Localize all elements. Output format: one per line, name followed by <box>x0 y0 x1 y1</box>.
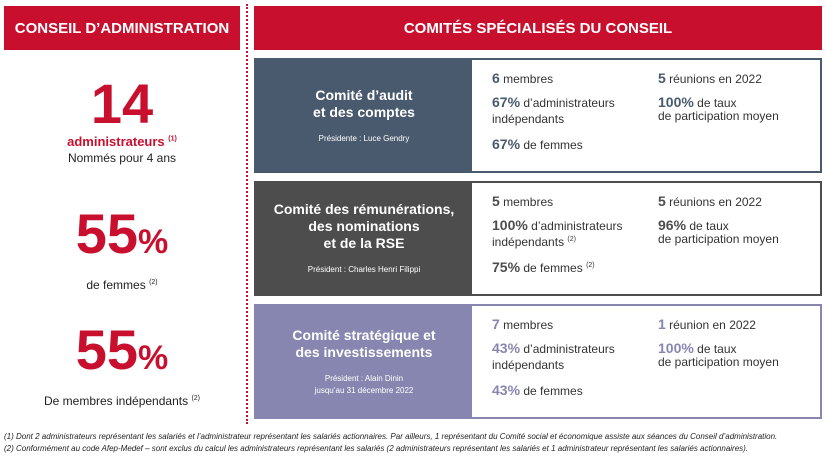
comite-card: Comité des rémunérations, des nomination… <box>254 181 822 296</box>
comite-info: 7 membres 43% d’administrateurs indépenda… <box>472 306 820 417</box>
comite-president: Président : Alain Dinin jusqu’au 31 déce… <box>314 373 414 395</box>
stat-administrateurs: 14 administrateurs (1) Nommés pour 4 ans <box>4 72 240 166</box>
comite-info: 5 membres 100% d’administrateurs indépend… <box>472 183 820 294</box>
meetings: 5 réunions en 2022 <box>658 193 762 209</box>
comite-name: Comité des rémunérations, des nomination… <box>273 201 455 251</box>
stat-label: de femmes (2) <box>86 278 158 292</box>
participation-rate: 100% de taux de participation moyen <box>658 94 779 123</box>
women: 75% de femmes (2) <box>492 259 595 275</box>
independants: 100% d’administrateurs indépendants (2) <box>492 217 623 249</box>
comite-info: 6 membres 67% d’administrateurs indépenda… <box>472 60 820 171</box>
footnote-1: (1) Dont 2 administrateurs représentant … <box>4 432 778 441</box>
footnote-2: (2) Conformément au code Afep-Medef – so… <box>4 444 749 453</box>
members: 6 membres <box>492 70 554 86</box>
stat-value: 55% <box>75 318 169 381</box>
women: 67% de femmes <box>492 136 583 152</box>
comites-header: COMITÉS SPÉCIALISÉS DU CONSEIL <box>254 6 822 50</box>
stat-label: De membres indépendants (2) <box>44 394 200 408</box>
meetings: 5 réunions en 2022 <box>658 70 762 86</box>
stat-femmes: 55% de femmes (2) <box>4 202 240 293</box>
independants: 43% d’administrateurs indépendants <box>492 340 615 372</box>
comite-president: Présidente : Luce Gendry <box>318 133 410 143</box>
stat-value: 55% <box>75 202 169 265</box>
comite-title-panel: Comité des rémunérations, des nomination… <box>256 183 472 294</box>
comite-name: Comité d’audit et des comptes <box>313 86 415 120</box>
dotted-divider <box>246 4 248 424</box>
members: 5 membres <box>492 193 554 209</box>
participation-rate: 100% de taux de participation moyen <box>658 340 779 369</box>
members: 7 membres <box>492 316 554 332</box>
comite-card: Comité stratégique et des investissement… <box>254 304 822 419</box>
participation-rate: 96% de taux de participation moyen <box>658 217 779 246</box>
stat-sub: Nommés pour 4 ans <box>67 151 177 165</box>
comite-card: Comité d’audit et des comptes Présidente… <box>254 58 822 173</box>
comite-title-panel: Comité d’audit et des comptes Présidente… <box>256 60 472 171</box>
stat-label: administrateurs (1) <box>67 134 177 149</box>
comite-president: Président : Charles Henri Filippi <box>307 265 421 274</box>
comite-name: Comité stratégique et des investissement… <box>292 326 436 360</box>
stat-independants: 55% De membres indépendants (2) <box>4 318 240 409</box>
women: 43% de femmes <box>492 382 583 398</box>
independants: 67% d’administrateurs indépendants <box>492 94 615 126</box>
meetings: 1 réunion en 2022 <box>658 316 756 332</box>
stat-value: 14 <box>90 72 154 135</box>
comite-title-panel: Comité stratégique et des investissement… <box>256 306 472 417</box>
conseil-header: CONSEIL D’ADMINISTRATION <box>4 6 240 50</box>
